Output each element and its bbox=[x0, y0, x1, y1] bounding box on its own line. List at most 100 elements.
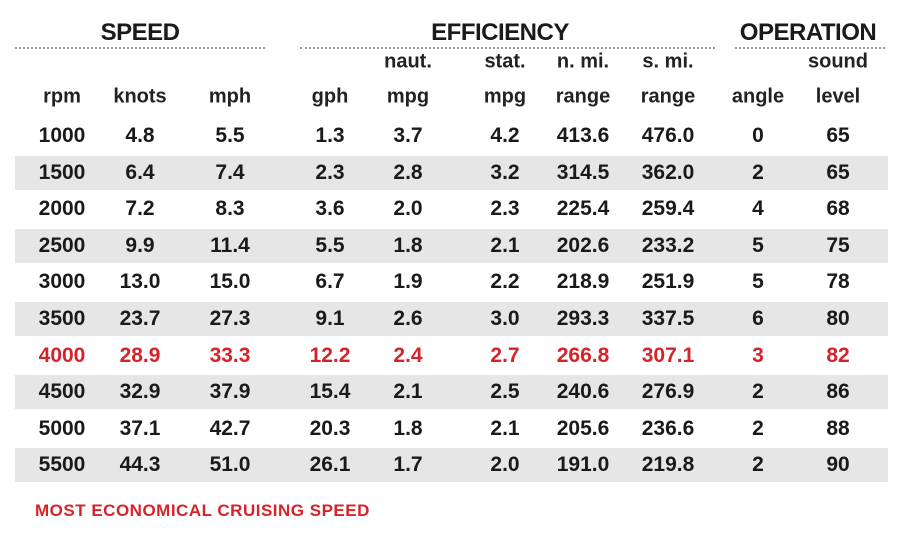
table-cell: 2.7 bbox=[490, 343, 520, 367]
table-cell: 2.4 bbox=[393, 343, 423, 367]
table-cell: 2 bbox=[752, 380, 764, 404]
table-cell: 3.0 bbox=[490, 307, 520, 330]
table-cell: 233.2 bbox=[641, 233, 695, 257]
row-band bbox=[15, 375, 888, 410]
table-cell: 236.6 bbox=[641, 416, 695, 440]
table-cell: 5 bbox=[752, 270, 764, 294]
table-cell: 13.0 bbox=[119, 270, 161, 294]
table-cell: 225.4 bbox=[556, 197, 610, 221]
column-header: sound bbox=[808, 50, 868, 73]
column-header: angle bbox=[731, 85, 785, 108]
table-cell: 251.9 bbox=[641, 270, 695, 294]
table-cell: 293.3 bbox=[556, 307, 610, 330]
table-cell: 3500 bbox=[38, 307, 86, 330]
table-cell: 4500 bbox=[38, 380, 86, 404]
row-band bbox=[15, 265, 888, 300]
table-cell: 65 bbox=[826, 160, 850, 184]
table-cell: 1.3 bbox=[315, 124, 345, 147]
table-cell: 2.0 bbox=[393, 197, 423, 221]
table-cell: 2 bbox=[752, 453, 764, 477]
table-cell: 3.7 bbox=[393, 124, 423, 147]
table-cell: 2000 bbox=[38, 197, 86, 221]
table-cell: 5500 bbox=[38, 453, 86, 477]
column-header: level bbox=[815, 85, 861, 108]
table-cell: 44.3 bbox=[119, 453, 161, 477]
table-cell: 205.6 bbox=[556, 416, 610, 440]
table-cell: 7.2 bbox=[125, 197, 155, 221]
table-cell: 2.5 bbox=[490, 380, 520, 404]
row-band bbox=[15, 119, 888, 153]
table-cell: 2 bbox=[752, 160, 764, 184]
table-cell: 3.2 bbox=[490, 160, 520, 184]
table-cell: 5 bbox=[752, 233, 764, 257]
table-cell: 3 bbox=[752, 343, 764, 367]
table-cell: 82 bbox=[826, 343, 850, 367]
table-cell: 2.8 bbox=[393, 160, 423, 184]
table-cell: 4 bbox=[752, 197, 764, 221]
column-header: rpm bbox=[43, 85, 81, 108]
table-cell: 202.6 bbox=[556, 233, 610, 257]
table-cell: 6.4 bbox=[125, 160, 155, 184]
table-cell: 2.3 bbox=[315, 160, 345, 184]
group-rule bbox=[735, 47, 885, 49]
table-cell: 12.2 bbox=[309, 343, 351, 367]
table-cell: 2.1 bbox=[490, 233, 520, 257]
table-cell: 4.8 bbox=[125, 124, 155, 147]
table-cell: 90 bbox=[826, 453, 850, 477]
table-cell: 27.3 bbox=[209, 307, 251, 330]
table-cell: 42.7 bbox=[209, 416, 251, 440]
column-header: stat. bbox=[484, 50, 526, 73]
column-header: gph bbox=[311, 85, 349, 108]
column-header: range bbox=[555, 85, 611, 108]
table-cell: 9.9 bbox=[125, 233, 155, 257]
table-cell: 75 bbox=[826, 233, 850, 257]
table-cell: 3000 bbox=[38, 270, 86, 294]
table-cell: 5.5 bbox=[215, 124, 245, 147]
table-cell: 1000 bbox=[38, 124, 86, 147]
column-header: range bbox=[640, 85, 696, 108]
table-cell: 8.3 bbox=[215, 197, 245, 221]
table-cell: 33.3 bbox=[209, 343, 251, 367]
table-cell: 413.6 bbox=[556, 124, 610, 147]
table-cell: 266.8 bbox=[556, 343, 610, 367]
row-band bbox=[15, 192, 888, 227]
table-cell: 4.2 bbox=[490, 124, 520, 147]
table-cell: 240.6 bbox=[556, 380, 610, 404]
table-cell: 11.4 bbox=[210, 233, 250, 257]
row-band bbox=[15, 411, 888, 446]
column-header: knots bbox=[113, 85, 167, 108]
row-band bbox=[15, 302, 888, 336]
table-cell: 1.8 bbox=[393, 233, 423, 257]
column-header: mpg bbox=[386, 85, 430, 108]
table-cell: 86 bbox=[826, 380, 850, 404]
table-cell: 1.7 bbox=[393, 453, 423, 477]
table-cell: 15.0 bbox=[209, 270, 251, 294]
row-band bbox=[15, 155, 888, 190]
table-cell: 28.9 bbox=[119, 343, 161, 367]
table-cell: 314.5 bbox=[556, 160, 610, 184]
table-cell: 2.1 bbox=[490, 416, 520, 440]
table-cell: 23.7 bbox=[119, 307, 161, 330]
table-cell: 68 bbox=[826, 197, 850, 221]
table-cell: 65 bbox=[826, 124, 850, 147]
table-cell: 5.5 bbox=[315, 233, 345, 257]
table-cell: 1500 bbox=[38, 160, 86, 184]
group-header: OPERATION bbox=[739, 19, 877, 46]
table-cell: 218.9 bbox=[556, 270, 610, 294]
footnote: MOST ECONOMICAL CRUISING SPEED bbox=[35, 501, 370, 520]
table-cell: 2.3 bbox=[490, 197, 520, 221]
group-rule bbox=[300, 47, 715, 49]
row-band bbox=[15, 338, 888, 373]
table-cell: 4000 bbox=[38, 343, 86, 367]
table-cell: 2.6 bbox=[393, 307, 423, 330]
table-cell: 6.7 bbox=[315, 270, 345, 294]
table-cell: 219.8 bbox=[641, 453, 695, 477]
row-band bbox=[15, 448, 888, 483]
table-cell: 32.9 bbox=[119, 380, 161, 404]
table-cell: 362.0 bbox=[641, 160, 695, 184]
table-cell: 37.9 bbox=[209, 380, 251, 404]
column-header: n. mi. bbox=[556, 50, 610, 73]
table-cell: 88 bbox=[826, 416, 850, 440]
table-cell: 259.4 bbox=[641, 197, 695, 221]
